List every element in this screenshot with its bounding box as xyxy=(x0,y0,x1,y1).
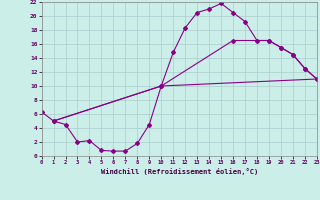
X-axis label: Windchill (Refroidissement éolien,°C): Windchill (Refroidissement éolien,°C) xyxy=(100,168,258,175)
